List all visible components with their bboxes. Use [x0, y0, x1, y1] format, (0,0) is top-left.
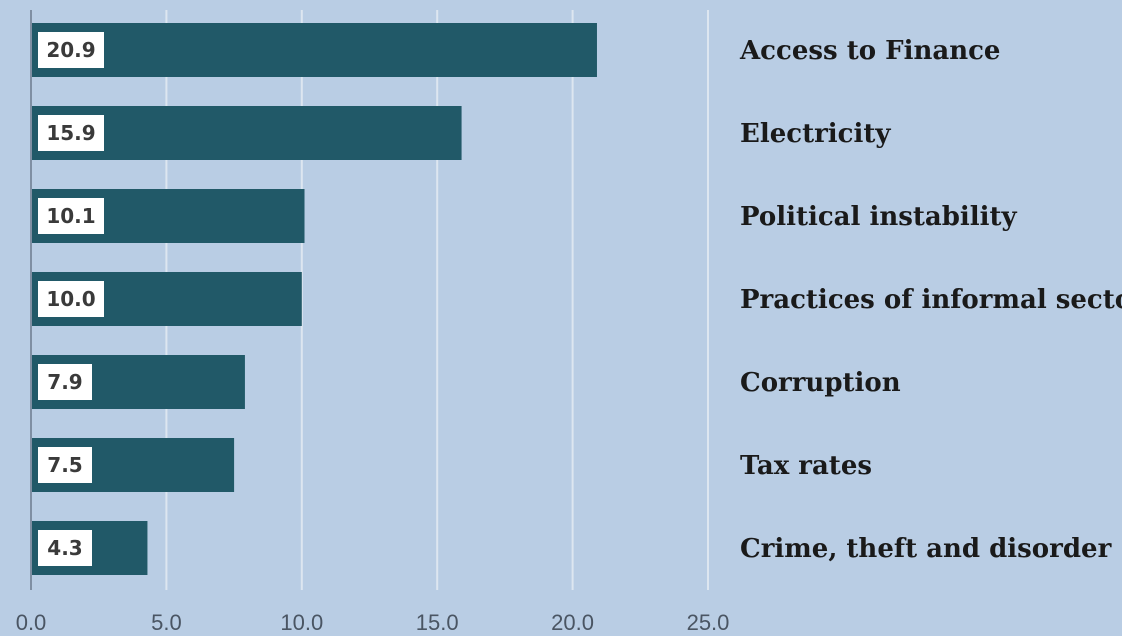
- data-label-2: 10.1: [46, 204, 95, 228]
- data-label-box-5: [38, 447, 92, 483]
- x-tick-label-1: 5.0: [151, 610, 182, 635]
- data-label-box-4: [38, 364, 92, 400]
- category-label-3: Practices of informal sector: [740, 285, 1122, 315]
- x-tick-label-5: 25.0: [687, 610, 730, 635]
- data-label-0: 20.9: [46, 38, 95, 62]
- data-label-3: 10.0: [46, 287, 95, 311]
- category-label-5: Tax rates: [740, 451, 872, 481]
- data-label-box-3: [38, 281, 104, 317]
- x-tick-label-3: 15.0: [416, 610, 459, 635]
- data-label-box-1: [38, 115, 104, 151]
- data-label-box-6: [38, 530, 92, 566]
- data-label-6: 4.3: [47, 536, 82, 560]
- data-label-box-0: [38, 32, 104, 68]
- data-label-5: 7.5: [47, 453, 82, 477]
- category-label-1: Electricity: [740, 119, 891, 149]
- data-label-1: 15.9: [46, 121, 95, 145]
- category-label-0: Access to Finance: [739, 36, 1000, 66]
- data-label-box-2: [38, 198, 104, 234]
- x-tick-label-0: 0.0: [16, 610, 47, 635]
- bar-0: [31, 23, 597, 77]
- data-label-4: 7.9: [47, 370, 82, 394]
- category-label-4: Corruption: [740, 368, 901, 398]
- x-tick-label-2: 10.0: [280, 610, 323, 635]
- category-label-6: Crime, theft and disorder: [740, 534, 1112, 564]
- x-tick-label-4: 20.0: [551, 610, 594, 635]
- category-label-2: Political instability: [740, 202, 1018, 232]
